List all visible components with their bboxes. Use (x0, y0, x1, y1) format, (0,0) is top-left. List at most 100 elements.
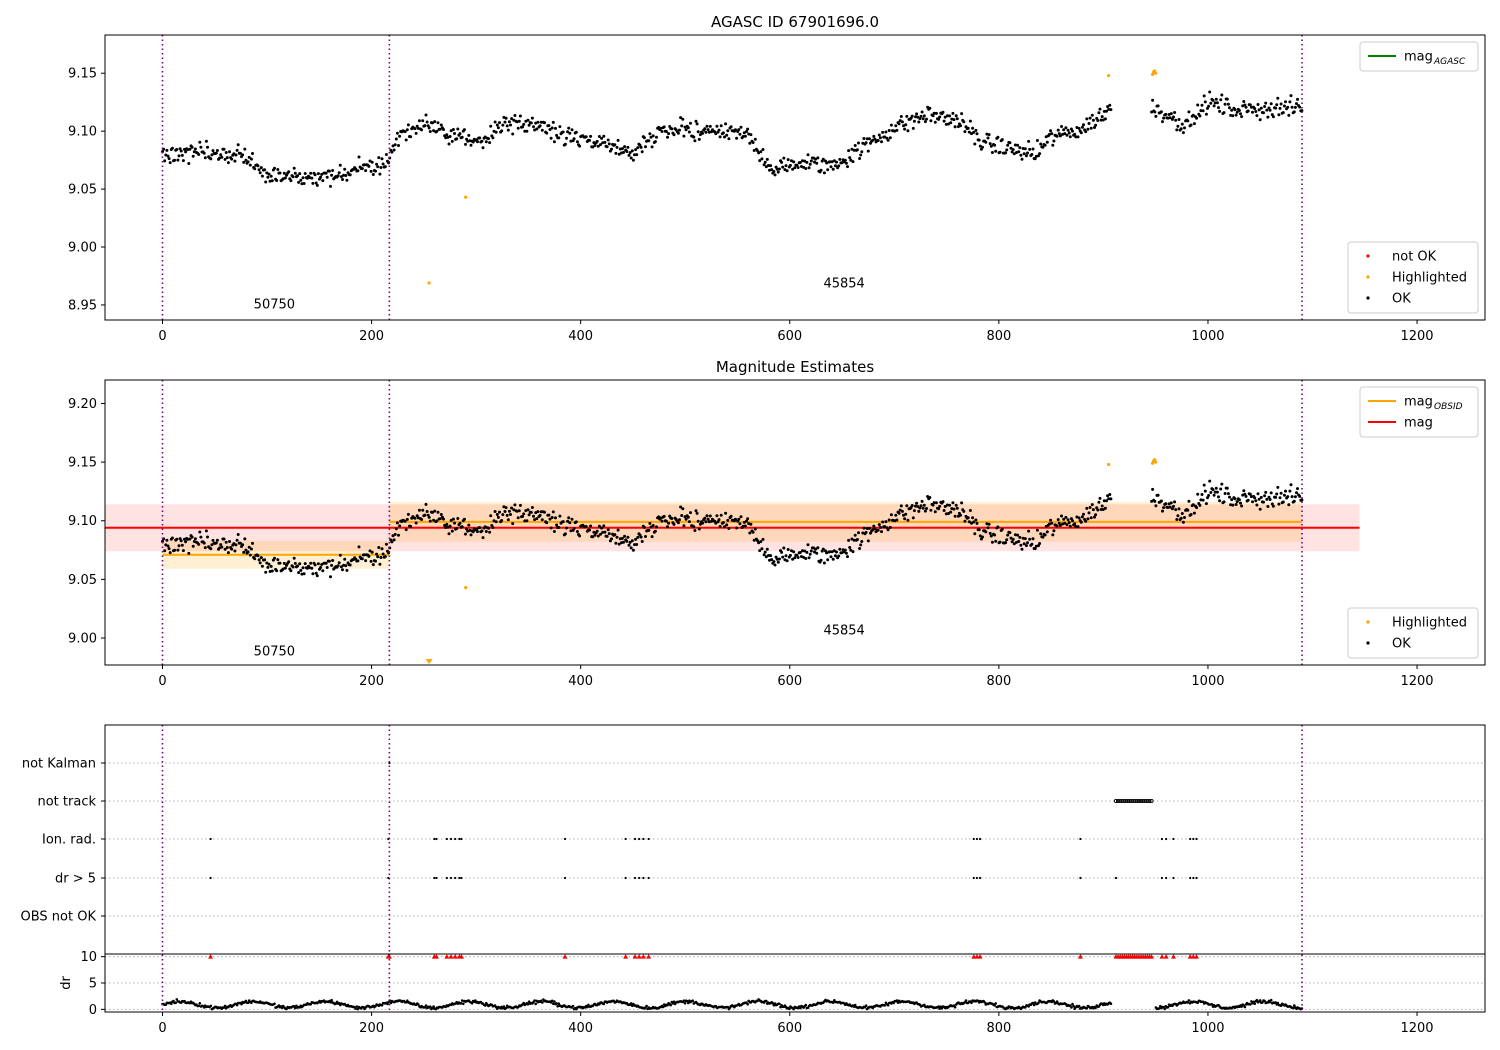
ok-point (1203, 100, 1207, 104)
ok-point (234, 543, 238, 547)
ok-point (615, 145, 619, 149)
ok-point (530, 116, 534, 120)
ok-point (330, 173, 334, 177)
ok-point (803, 549, 807, 553)
dr-point (983, 1001, 986, 1004)
ok-point (555, 133, 559, 137)
dr-clipped-marker (623, 954, 629, 959)
ok-point (819, 558, 823, 562)
ok-point (805, 550, 809, 554)
ok-point (1215, 101, 1219, 105)
ok-point (1258, 118, 1262, 122)
ok-point (635, 543, 639, 546)
ok-point (1282, 104, 1286, 108)
y-tick-label: 9.00 (68, 632, 97, 647)
ok-point (636, 146, 640, 150)
ok-point (1153, 499, 1157, 503)
obsid-label: 45854 (823, 277, 864, 292)
ok-point (919, 504, 923, 508)
ok-point (852, 538, 856, 542)
y-tick-label: 9.15 (68, 456, 97, 471)
ok-point (916, 115, 920, 119)
ok-point (296, 564, 299, 568)
ok-point (742, 520, 746, 524)
dr-clipped-marker (1159, 954, 1165, 959)
ok-point (934, 111, 938, 115)
ok-point (994, 149, 998, 153)
flag-point (1124, 798, 1129, 804)
ok-point (1019, 543, 1023, 547)
ok-point (448, 135, 452, 138)
ok-point (943, 115, 947, 119)
ok-point (743, 134, 747, 138)
ok-point (251, 541, 254, 545)
ok-point (847, 149, 851, 153)
ok-point (819, 168, 823, 172)
ok-point (696, 519, 700, 523)
ok-point (563, 142, 567, 146)
ok-point (1055, 524, 1059, 528)
ok-point (849, 158, 853, 162)
ok-point (1151, 98, 1155, 102)
ok-point (1006, 533, 1010, 537)
ok-point (1071, 519, 1074, 523)
ok-point (851, 160, 855, 164)
ok-point (984, 530, 988, 534)
ok-point (1168, 116, 1172, 120)
flag-label: not track (37, 795, 96, 810)
ok-point (828, 550, 832, 554)
ok-point (173, 158, 177, 162)
ok-point (260, 564, 264, 568)
x-tick-label: 1000 (1191, 1021, 1224, 1036)
ok-point (526, 118, 530, 122)
ok-point (932, 111, 936, 115)
ok-point (244, 548, 248, 552)
ok-point (1181, 131, 1185, 135)
ok-point (394, 137, 398, 141)
ok-point (1106, 494, 1110, 498)
ok-point (414, 521, 418, 525)
ok-point (462, 517, 466, 521)
ok-point (329, 184, 332, 188)
ok-point (808, 162, 812, 166)
ok-point (548, 517, 552, 521)
ok-point (1296, 97, 1299, 101)
ok-point (275, 179, 279, 182)
ok-point (838, 157, 842, 161)
ok-point (487, 526, 490, 530)
ok-point (596, 144, 600, 148)
chart2-title: Magnitude Estimates (716, 358, 874, 376)
ok-point (297, 571, 301, 575)
ok-point (717, 518, 721, 522)
ok-point (1005, 148, 1009, 152)
ok-point (846, 555, 849, 559)
ok-point (860, 540, 864, 543)
ok-point (1264, 490, 1268, 494)
ok-point (381, 552, 385, 556)
ok-point (605, 145, 609, 149)
ok-point (1087, 511, 1091, 515)
ok-point (1295, 102, 1298, 106)
ok-point (184, 540, 188, 544)
ok-point (975, 132, 979, 136)
ok-point (1204, 112, 1208, 116)
ok-point (561, 130, 565, 134)
ok-point (1051, 533, 1055, 537)
ok-point (417, 508, 421, 512)
flag-point (624, 837, 627, 841)
ok-point (855, 148, 859, 152)
ok-point (864, 530, 868, 534)
ok-point (225, 156, 229, 160)
ok-point (1177, 118, 1181, 121)
ok-point (1017, 150, 1021, 154)
dr-point (1240, 1005, 1243, 1008)
ok-point (532, 125, 535, 129)
ok-point (1028, 537, 1032, 541)
ok-point (680, 514, 684, 517)
ok-point (988, 142, 992, 146)
dr-point (1085, 1007, 1089, 1010)
ok-point (804, 557, 808, 560)
ok-point (877, 133, 881, 137)
dr-point (246, 1001, 250, 1004)
